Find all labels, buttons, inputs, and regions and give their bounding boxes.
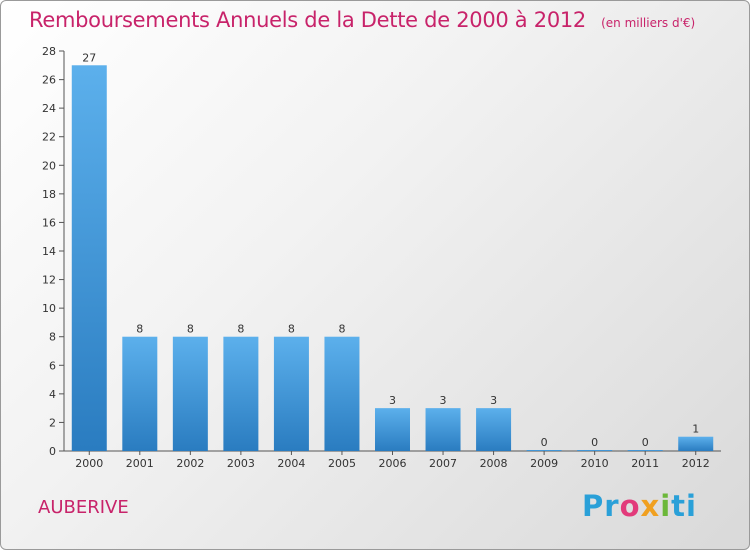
bar (375, 408, 410, 451)
y-tick-label: 18 (42, 188, 56, 201)
x-tick-label: 2003 (227, 457, 255, 470)
x-tick-label: 2010 (581, 457, 609, 470)
y-tick-label: 2 (49, 416, 56, 429)
x-tick-label: 2002 (176, 457, 204, 470)
chart-labels: 27 2000 8 2001 8 2002 8 2003 8 2004 8 2005 3 2006 3 200… (75, 51, 709, 470)
y-tick-label: 16 (42, 216, 56, 229)
y-tick-label: 0 (49, 445, 56, 458)
x-tick-label: 2005 (328, 457, 356, 470)
chart-title: Remboursements Annuels de la Dette de 20… (29, 8, 695, 32)
x-tick-label: 2004 (277, 457, 305, 470)
y-tick-label: 22 (42, 131, 56, 144)
x-tick-label: 2007 (429, 457, 457, 470)
data-label: 27 (82, 51, 96, 64)
data-label: 8 (237, 323, 244, 336)
y-tick-label: 12 (42, 274, 56, 287)
data-label: 3 (440, 394, 447, 407)
logo-part: Pr (582, 489, 620, 523)
bar (122, 336, 158, 451)
commune-name: AUBERIVE (38, 497, 129, 518)
data-label: 0 (591, 436, 598, 449)
bar (476, 408, 512, 451)
data-label: 1 (692, 423, 699, 436)
logo-part: x (640, 489, 661, 523)
data-label: 8 (187, 323, 194, 336)
bar (678, 436, 714, 451)
chart-unit-note: (en milliers d'€) (601, 16, 696, 30)
y-tick-label: 6 (49, 359, 56, 372)
chart-title-text: Remboursements Annuels de la Dette de 20… (29, 8, 586, 32)
x-tick-label: 2011 (631, 457, 659, 470)
bar (425, 408, 461, 451)
logo-part: o (619, 489, 641, 523)
data-label: 8 (288, 323, 295, 336)
data-label: 3 (389, 394, 396, 407)
proxiti-logo: Proxiti (582, 489, 697, 523)
x-tick-label: 2009 (530, 457, 558, 470)
x-tick-label: 2000 (75, 457, 103, 470)
data-label: 0 (642, 436, 649, 449)
bar (71, 65, 107, 452)
x-tick-label: 2001 (126, 457, 154, 470)
y-tick-label: 20 (42, 159, 56, 172)
data-label: 0 (541, 436, 548, 449)
bar (577, 450, 613, 451)
bar (526, 450, 562, 451)
data-label: 3 (490, 394, 497, 407)
logo-part: ti (671, 489, 697, 523)
bar (273, 336, 309, 451)
bar (324, 336, 360, 451)
y-tick-label: 4 (49, 388, 56, 401)
y-tick-label: 24 (42, 102, 56, 115)
x-tick-label: 2008 (480, 457, 508, 470)
logo-part: i (660, 489, 672, 523)
y-tick-label: 8 (49, 331, 56, 344)
bar (172, 336, 208, 451)
y-tick-label: 14 (42, 245, 56, 258)
y-tick-label: 28 (42, 45, 56, 58)
bar (223, 336, 259, 451)
x-tick-label: 2006 (379, 457, 407, 470)
y-tick-label: 26 (42, 74, 56, 87)
y-tick-label: 10 (42, 302, 56, 315)
bar (627, 450, 663, 451)
data-label: 8 (338, 323, 345, 336)
chart-bars (71, 65, 714, 452)
data-label: 8 (136, 323, 143, 336)
x-tick-label: 2012 (682, 457, 710, 470)
